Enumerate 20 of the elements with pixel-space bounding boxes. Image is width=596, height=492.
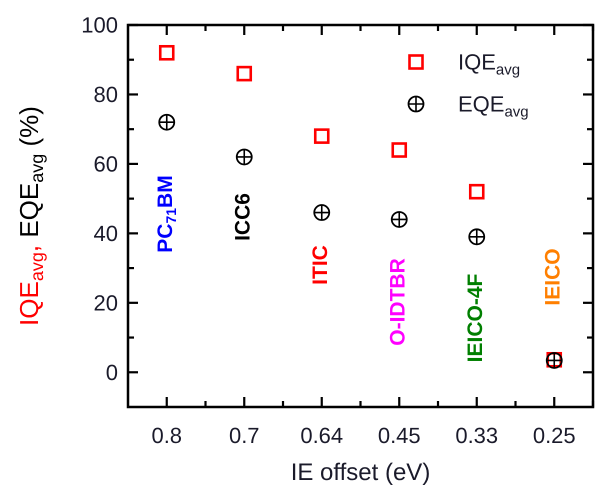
x-tick-label: 0.33 [455,423,498,448]
annotation: O-IDTBR [386,258,410,346]
y-tick-label: 60 [94,152,118,177]
y-tick-label: 100 [81,12,118,38]
y-tick-label: 80 [94,82,118,108]
annotation: ITIC [309,245,332,285]
legend-label: EQE$_{avg}$ [458,92,529,120]
annotation: IEICO [542,248,565,306]
x-tick-label: 0.7 [228,423,260,448]
y-tick-label: 0 [106,360,118,385]
x-tick-label: 0.8 [151,423,182,448]
y-tick-label: 40 [94,221,118,246]
x-tick-label: 0.45 [378,423,421,448]
y-tick-label: 20 [94,290,118,316]
x-tick-label: 0.25 [532,423,576,448]
x-axis-title: IE offset (eV) [290,459,430,486]
annotation: IEICO-4F [464,273,488,362]
legend-label: IQE$_{avg}$ [458,50,520,78]
annotation: ICC6 [232,193,255,241]
x-tick-label: 0.64 [300,423,344,448]
